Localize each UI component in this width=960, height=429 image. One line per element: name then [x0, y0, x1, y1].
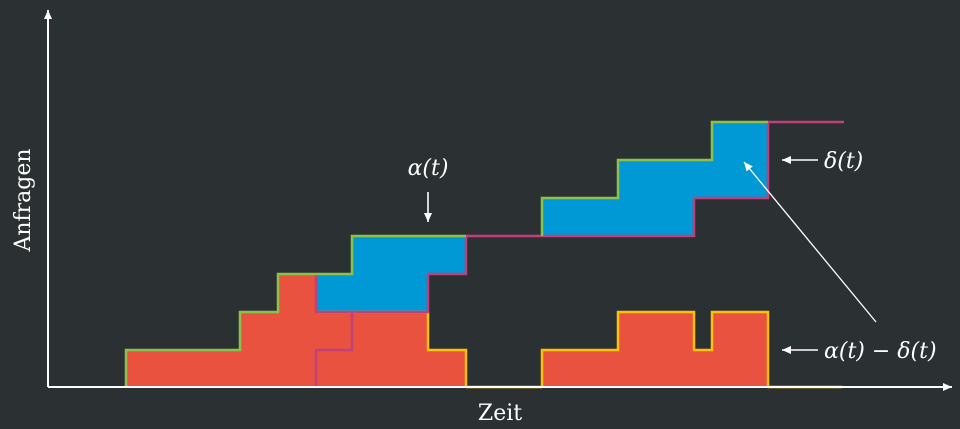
- gap-area-2: [542, 122, 768, 236]
- y-axis-label: Anfragen: [11, 148, 36, 252]
- difference-pointer-arrow: [743, 161, 877, 323]
- delta-label: δ(t): [824, 149, 863, 174]
- backlog-area: [126, 274, 352, 387]
- backlog-area-3: [542, 312, 768, 387]
- gap-area-1: [316, 236, 466, 312]
- difference-label: α(t) − δ(t): [824, 339, 937, 364]
- backlog-area-2: [316, 312, 466, 387]
- alpha-label: α(t): [408, 156, 449, 181]
- arrival-curve: [124, 120, 768, 387]
- x-axis-label: Zeit: [478, 401, 522, 424]
